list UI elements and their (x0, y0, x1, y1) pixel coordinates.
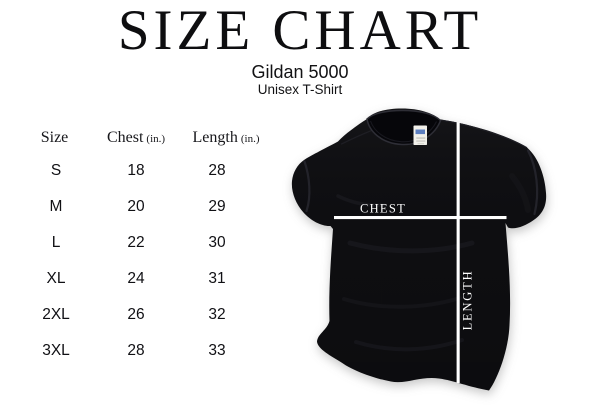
size-cell: M (49, 198, 63, 215)
column-header-chest: Chest (in.) (92, 121, 180, 153)
collar-tag (413, 125, 427, 145)
column-header-length-label: Length (192, 129, 238, 146)
page-title: SIZE CHART (117, 0, 483, 62)
header: SIZE CHART Gildan 5000 Unisex T-Shirt (0, 0, 600, 97)
measurement-overlay: CHEST LENGTH (334, 122, 507, 383)
length-cell: 33 (208, 342, 226, 359)
size-table: Size Chest (in.) Length (in.) S 18 28 M … (20, 121, 272, 369)
chest-cell: 22 (127, 234, 145, 251)
length-cell: 31 (208, 270, 226, 287)
tshirt-illustration (291, 108, 547, 391)
chest-cell: 28 (127, 342, 145, 359)
product-type: Unisex T-Shirt (257, 82, 343, 97)
column-header-length: Length (in.) (180, 121, 272, 153)
collar-ribbing (369, 120, 437, 143)
collar-tag-paper (413, 125, 427, 145)
size-cell: S (50, 162, 62, 179)
size-cell: 2XL (42, 306, 70, 323)
length-measure-label: LENGTH (461, 270, 475, 331)
collar-tag-logo (415, 129, 425, 135)
collar-tag-text-line (416, 140, 426, 142)
chest-cell: 26 (127, 306, 145, 323)
chest-measure-line (334, 216, 507, 220)
length-cell: 29 (208, 198, 226, 215)
length-measure-line (456, 122, 460, 383)
collar-tag-text-line (416, 137, 426, 139)
size-cell: XL (46, 270, 66, 287)
length-cell: 30 (208, 234, 226, 251)
column-header-chest-label: Chest (106, 129, 144, 146)
column-header-chest-unit: (in.) (146, 133, 166, 145)
chest-measure-label: CHEST (360, 202, 406, 216)
column-header-size: Size (20, 121, 92, 153)
collar-tag-text-line (417, 143, 424, 145)
length-cell: 32 (208, 306, 226, 323)
size-cell: L (51, 234, 61, 251)
column-header-length-unit: (in.) (240, 133, 260, 145)
size-cell: 3XL (42, 342, 70, 359)
chest-cell: 20 (127, 198, 145, 215)
column-header-size-label: Size (40, 129, 69, 146)
product-name: Gildan 5000 (251, 62, 349, 82)
chest-cell: 18 (127, 162, 145, 179)
tshirt-diagram: CHEST LENGTH (280, 95, 600, 407)
tshirt-shading (291, 108, 547, 391)
length-cell: 28 (208, 162, 226, 179)
chest-cell: 24 (127, 270, 145, 287)
